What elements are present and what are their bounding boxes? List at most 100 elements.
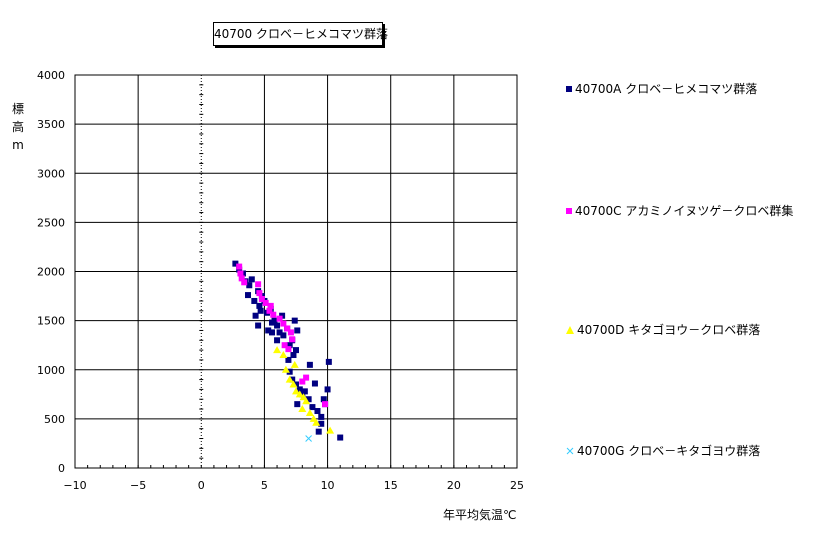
zero-axis <box>74 74 518 469</box>
data-point <box>245 292 252 299</box>
x-axis-label: 年平均気温℃ <box>443 508 517 522</box>
x-tick-label: −5 <box>130 479 146 492</box>
legend-label: 40700G クロベ－キタゴヨウ群落 <box>577 444 761 458</box>
data-point <box>280 332 287 339</box>
y-tick-labels: 0 500 1000 1500 2000 2500 3000 3500 4000 <box>37 69 65 475</box>
y-tick-label: 4000 <box>37 69 65 82</box>
legend-marker-cross-icon <box>566 447 574 454</box>
grid-lines <box>74 74 518 469</box>
data-point <box>267 302 274 309</box>
x-tick-label: 20 <box>447 479 461 492</box>
data-point <box>252 312 259 319</box>
data-point <box>255 281 262 288</box>
y-tick-label: 3500 <box>37 118 65 131</box>
data-point <box>255 322 262 329</box>
data-point <box>325 358 332 365</box>
data-point <box>286 368 293 375</box>
data-point <box>258 296 265 303</box>
data-point <box>289 376 296 383</box>
x-tick-label: 10 <box>321 479 335 492</box>
x-tick-label: 5 <box>261 479 268 492</box>
data-point <box>320 396 327 403</box>
data-point <box>318 420 325 427</box>
data-point <box>232 260 239 267</box>
series-1 <box>236 263 329 408</box>
data-point <box>291 317 298 324</box>
data-point <box>273 346 282 354</box>
legend-item-g: 40700G クロベ－キタゴヨウ群落 <box>566 442 760 459</box>
data-point <box>236 263 243 270</box>
data-point <box>305 396 312 403</box>
data-point <box>290 360 299 368</box>
data-point <box>285 346 292 353</box>
y-tick-label: 500 <box>44 413 65 426</box>
data-point <box>299 378 306 385</box>
data-point <box>295 390 304 398</box>
data-point <box>287 329 294 336</box>
data-point <box>270 311 277 318</box>
data-point <box>237 270 244 277</box>
data-point <box>281 342 288 349</box>
data-point <box>322 401 329 408</box>
data-point <box>256 302 263 309</box>
data-point <box>246 282 253 289</box>
data-point <box>271 317 278 324</box>
data-point <box>305 435 312 442</box>
legend-item-a: 40700A クロベ－ヒメコマツ群落 <box>566 80 757 97</box>
y-tick-label: 3000 <box>37 167 65 180</box>
data-point <box>269 329 276 336</box>
data-point <box>238 275 245 282</box>
data-point <box>309 404 316 411</box>
data-points <box>232 260 344 442</box>
data-point <box>303 374 310 381</box>
data-point <box>274 322 281 329</box>
data-point <box>262 299 269 306</box>
data-point <box>285 356 292 363</box>
data-point <box>289 380 298 388</box>
data-point <box>311 380 318 387</box>
series-3 <box>305 435 312 442</box>
data-point <box>290 352 297 359</box>
data-point <box>251 297 258 304</box>
data-point <box>312 418 321 426</box>
data-point <box>326 426 335 434</box>
data-point <box>289 336 296 343</box>
x-tick-label: 25 <box>510 479 524 492</box>
series-2 <box>273 346 335 434</box>
data-point <box>276 315 283 322</box>
x-tick-label: −10 <box>63 479 86 492</box>
data-point <box>285 375 294 383</box>
legend-marker-triangle-icon <box>566 325 574 334</box>
data-point <box>286 342 293 349</box>
legend-label: 40700D キタゴヨウ－クロベ群落 <box>577 323 761 337</box>
data-point <box>305 408 314 416</box>
data-point <box>318 413 325 420</box>
data-point <box>294 327 301 334</box>
data-point <box>248 276 255 283</box>
data-point <box>280 320 287 327</box>
y-tick-label: 2000 <box>37 266 65 279</box>
legend-marker-square-icon <box>566 85 572 92</box>
y-axis-label: 標高m <box>10 100 26 154</box>
data-point <box>302 397 311 405</box>
legend-marker-square-icon <box>566 207 572 214</box>
data-point <box>293 347 299 354</box>
y-tick-label: 1000 <box>37 364 65 377</box>
x-tick-labels: −10 −5 0 5 10 15 20 25 <box>63 479 524 492</box>
data-point <box>324 386 331 393</box>
data-point <box>279 351 288 359</box>
data-point <box>292 387 300 395</box>
data-point <box>241 279 248 286</box>
data-point <box>266 307 273 314</box>
data-point <box>257 307 264 314</box>
data-point <box>265 327 272 334</box>
legend-label: 40700A クロベ－ヒメコマツ群落 <box>575 82 758 96</box>
legend-item-c: 40700C アカミノイヌツゲ－クロベ群集 <box>566 202 793 219</box>
data-point <box>306 361 313 368</box>
data-point <box>284 325 291 332</box>
data-point <box>274 337 281 344</box>
data-point <box>296 386 303 393</box>
data-point <box>315 428 322 435</box>
data-point <box>298 405 307 413</box>
chart-title: 40700 クロベ－ヒメコマツ群落 <box>213 22 388 46</box>
